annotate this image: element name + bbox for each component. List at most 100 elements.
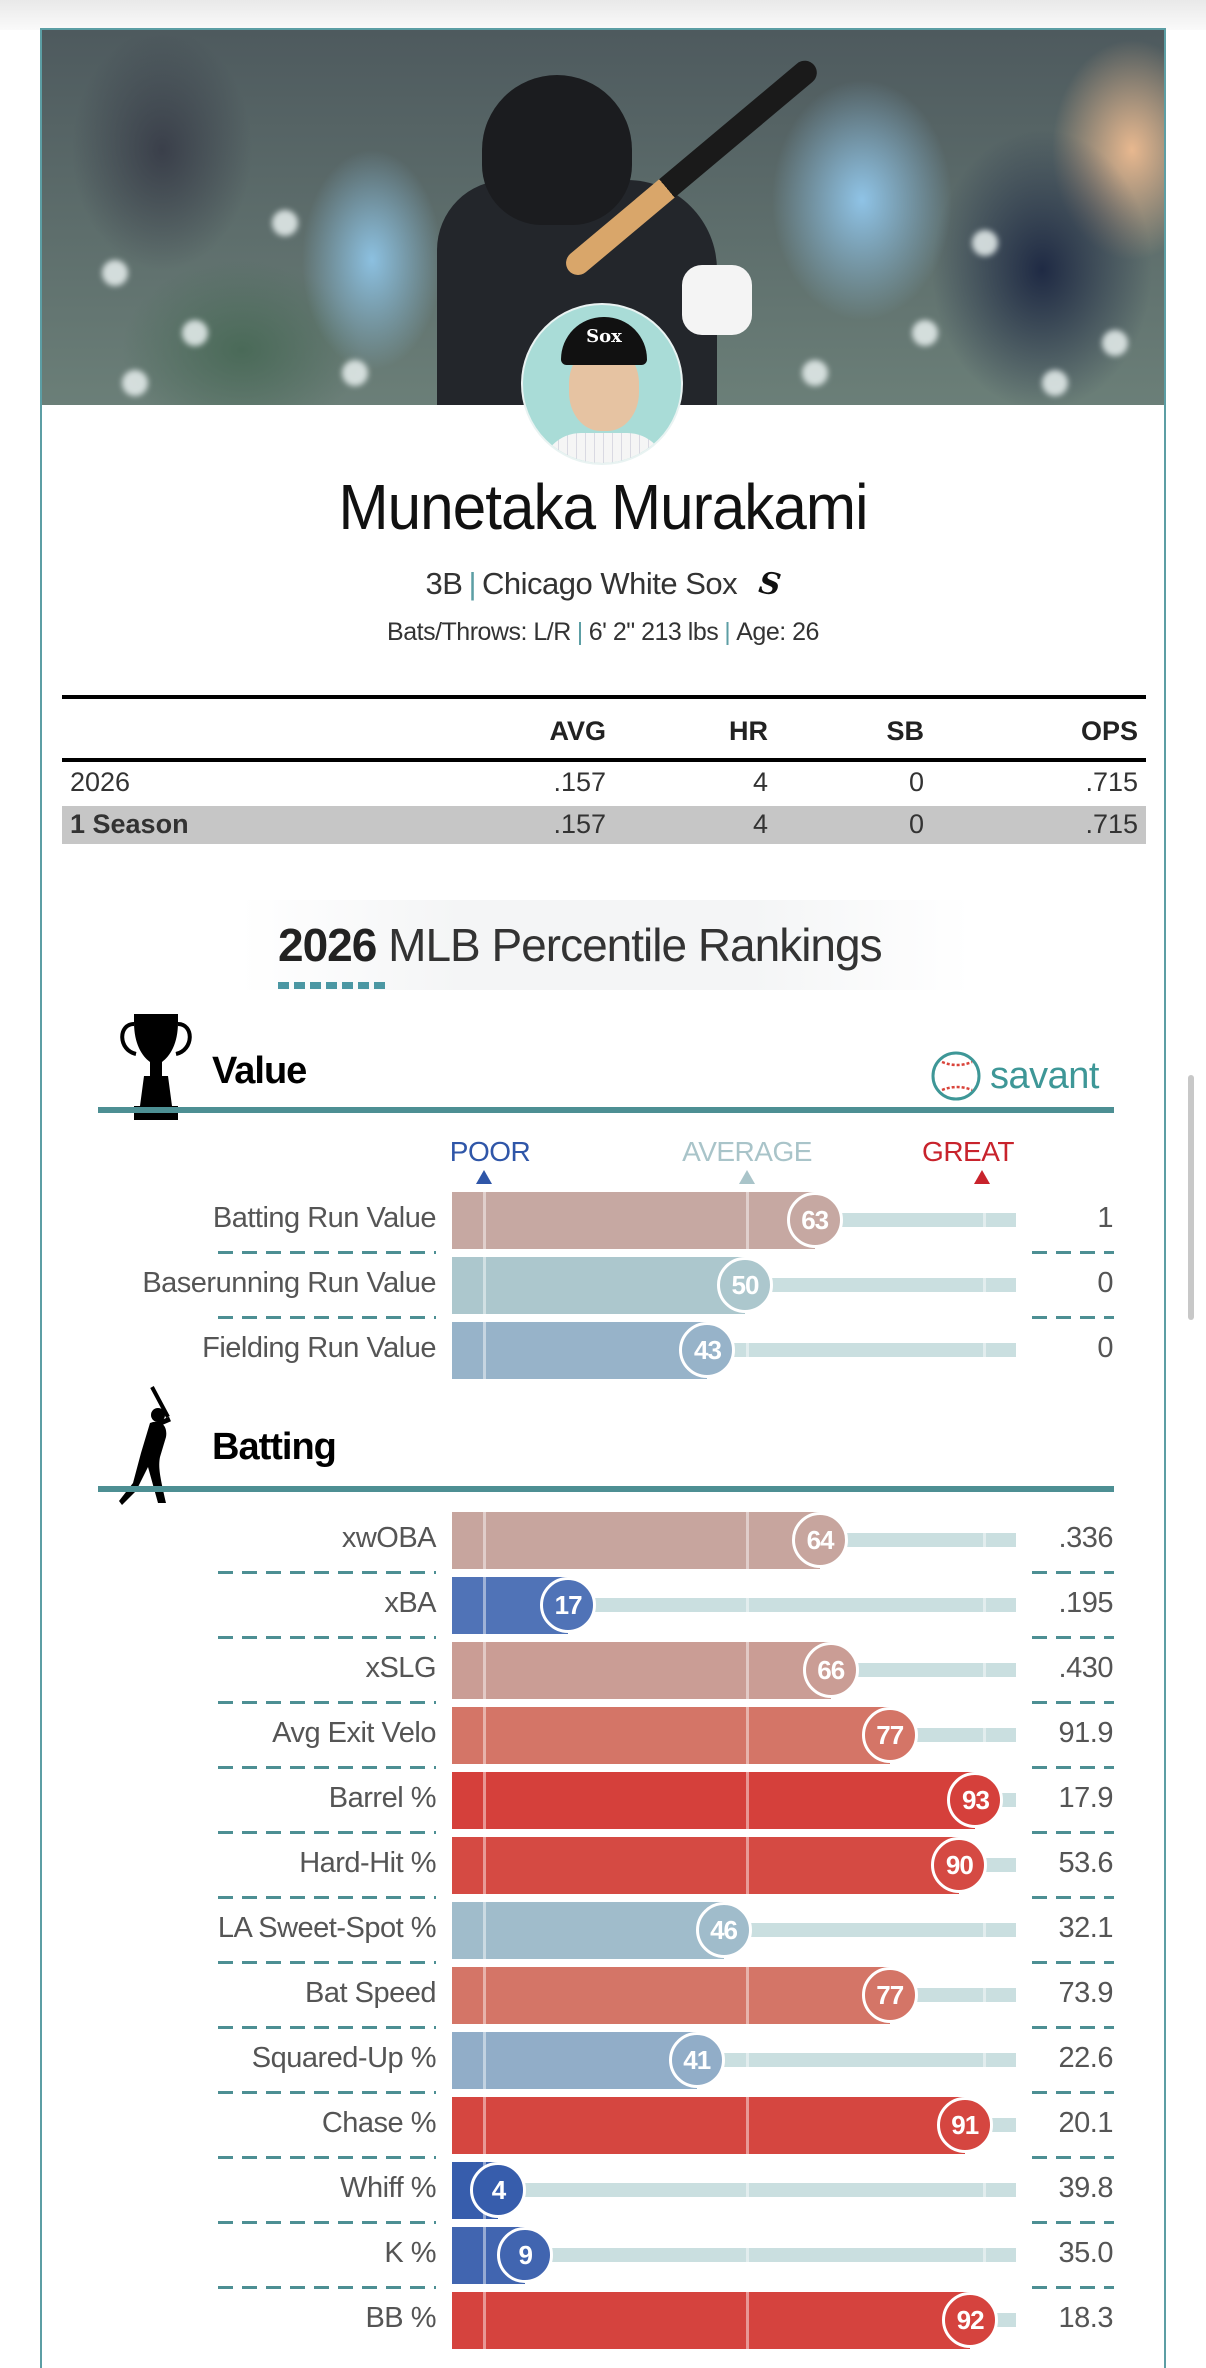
row-separator xyxy=(1032,1316,1114,1319)
batter-icon xyxy=(119,1386,171,1505)
reference-line xyxy=(983,1278,986,1292)
reference-line xyxy=(746,1837,749,1894)
metric-label: Whiff % xyxy=(340,2172,436,2204)
row-separator xyxy=(218,1636,436,1639)
top-shade xyxy=(0,0,1206,30)
percentile-circle[interactable]: 63 xyxy=(786,1192,843,1248)
reference-line xyxy=(983,1988,986,2002)
reference-line xyxy=(983,1598,986,1612)
percentile-circle[interactable]: 17 xyxy=(540,1577,597,1633)
reference-line xyxy=(746,2097,749,2154)
row-separator xyxy=(218,1961,436,1964)
percentile-circle[interactable]: 93 xyxy=(947,1772,1004,1828)
savant-logo[interactable]: savant xyxy=(930,1048,1099,1104)
row-separator xyxy=(218,1701,436,1704)
row-separator xyxy=(1032,1896,1114,1899)
metric-value: 91.9 xyxy=(1058,1717,1114,1749)
metric-value: 22.6 xyxy=(1058,2042,1114,2074)
reference-line xyxy=(746,1192,749,1249)
row-separator xyxy=(1032,1571,1114,1574)
section-divider xyxy=(98,1107,1114,1113)
section-divider xyxy=(98,1486,1114,1492)
row-separator xyxy=(218,1251,436,1254)
player-avatar: Sox xyxy=(521,303,683,465)
reference-line xyxy=(746,1512,749,1569)
metric-value: .195 xyxy=(1058,1587,1114,1619)
metric-label: Batting Run Value xyxy=(212,1202,437,1234)
percentile-bar xyxy=(452,2097,965,2154)
reference-line xyxy=(746,2248,749,2262)
metric-value: 53.6 xyxy=(1058,1847,1114,1879)
percentile-circle[interactable]: 64 xyxy=(792,1512,849,1568)
percentile-circle[interactable]: 9 xyxy=(497,2227,554,2283)
reference-line xyxy=(746,1642,749,1699)
percentile-circle[interactable]: 41 xyxy=(668,2032,725,2088)
percentile-circle[interactable]: 91 xyxy=(936,2097,993,2153)
percentile-track xyxy=(723,1923,1016,1937)
reference-line xyxy=(483,1512,486,1569)
metric-value: 73.9 xyxy=(1058,1977,1114,2009)
reference-line xyxy=(746,1343,749,1357)
reference-line xyxy=(746,2183,749,2197)
row-separator xyxy=(218,1316,436,1319)
metric-label: BB % xyxy=(365,2302,436,2334)
reference-line xyxy=(983,1533,986,1547)
reference-line xyxy=(983,1663,986,1677)
row-separator xyxy=(218,2091,436,2094)
table-row-total: 1 Season .157 4 0 .715 xyxy=(62,806,1146,844)
scale-average: AVERAGE xyxy=(682,1136,812,1167)
percentile-circle[interactable]: 43 xyxy=(679,1322,736,1378)
reference-line xyxy=(746,2053,749,2067)
col-hr: HR xyxy=(729,716,768,746)
team-name[interactable]: Chicago White Sox xyxy=(482,566,738,601)
percentile-circle[interactable]: 50 xyxy=(717,1257,773,1313)
metric-value: .336 xyxy=(1058,1522,1114,1554)
reference-line xyxy=(483,1257,486,1314)
percentile-track xyxy=(745,1278,1016,1292)
row-separator xyxy=(1032,1701,1114,1704)
white-sox-logo-icon: S xyxy=(756,565,783,604)
percentile-title: 2026 MLB Percentile Rankings xyxy=(278,918,883,972)
reference-line xyxy=(483,1642,486,1699)
row-separator xyxy=(1032,2026,1114,2029)
percentile-track xyxy=(696,2053,1016,2067)
metric-value: 0 xyxy=(1097,1332,1113,1364)
trophy-icon xyxy=(120,1014,192,1120)
row-separator xyxy=(1032,1961,1114,1964)
cell-sb: 0 xyxy=(908,767,924,797)
reference-line xyxy=(746,1772,749,1829)
percentile-circle[interactable]: 92 xyxy=(942,2292,999,2348)
reference-line xyxy=(746,1598,749,1612)
percentile-track xyxy=(707,1343,1016,1357)
player-bio: Bats/Throws: L/R | 6' 2" 213 lbs | Age: 26 xyxy=(387,618,819,646)
percentile-circle[interactable]: 4 xyxy=(470,2162,527,2218)
row-separator xyxy=(218,2026,436,2029)
percentile-bar xyxy=(452,2292,971,2349)
percentile-circle[interactable]: 77 xyxy=(861,1967,918,2023)
metric-label: Chase % xyxy=(321,2107,437,2139)
percentile-circle[interactable]: 46 xyxy=(695,1902,752,1958)
average-marker-icon xyxy=(739,1170,755,1184)
reference-line xyxy=(483,1322,486,1379)
percentile-track xyxy=(889,1988,1016,2002)
metric-label: LA Sweet-Spot % xyxy=(217,1912,437,1944)
team-line: 3B | Chicago White Sox S xyxy=(425,565,783,604)
metric-label: xwOBA xyxy=(341,1522,437,1554)
cell-ops: .715 xyxy=(1085,767,1138,797)
reference-line xyxy=(483,2227,486,2284)
row-separator xyxy=(1032,1831,1114,1834)
reference-line xyxy=(483,1967,486,2024)
metric-label: Hard-Hit % xyxy=(299,1847,436,1879)
row-separator xyxy=(1032,1766,1114,1769)
row-separator xyxy=(1032,2091,1114,2094)
reference-line xyxy=(483,1902,486,1959)
scrollbar[interactable] xyxy=(1188,1075,1194,1320)
bats-throws: Bats/Throws: L/R xyxy=(387,618,571,646)
row-separator xyxy=(218,2221,436,2224)
table-top-border xyxy=(62,695,1146,699)
percentile-circle[interactable]: 66 xyxy=(802,1642,859,1698)
percentile-circle[interactable]: 90 xyxy=(931,1837,988,1893)
percentile-circle[interactable]: 77 xyxy=(861,1707,918,1763)
percentile-track xyxy=(820,1533,1016,1547)
reference-line xyxy=(483,2032,486,2089)
